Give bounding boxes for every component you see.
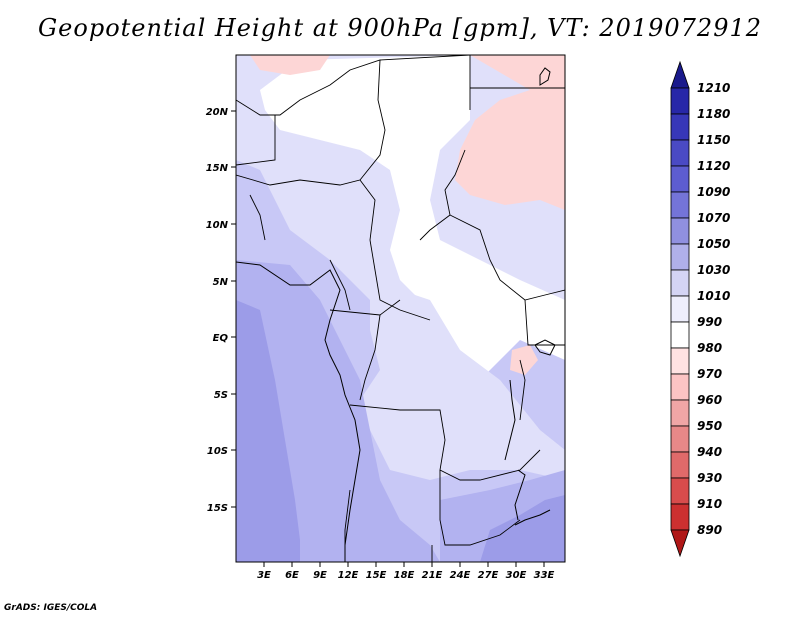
map-frame — [235, 54, 566, 563]
colorbar-segment — [670, 113, 690, 141]
colorbar-label: 1210 — [697, 81, 730, 95]
colorbar-segment — [670, 269, 690, 297]
colorbar-segment — [670, 373, 690, 401]
field-pink-northwest — [250, 55, 330, 75]
colorbar-segment — [670, 425, 690, 453]
colorbar-label: 1030 — [697, 263, 730, 277]
colorbar-label: 990 — [697, 315, 722, 329]
lon-tick-label: 24E — [450, 570, 471, 581]
lon-tick-label: 27E — [478, 570, 499, 581]
colorbar-label: 1120 — [697, 159, 730, 173]
colorbar-label: 890 — [697, 523, 722, 537]
lat-axis: 20N 15N 10N 5N EQ 5S 10S 15S — [206, 107, 236, 514]
colorbar-label: 930 — [697, 471, 722, 485]
colorbar-label: 910 — [697, 497, 722, 511]
lon-tick-label: 33E — [534, 570, 555, 581]
colorbar-segment — [670, 451, 690, 479]
lon-tick-label: 3E — [257, 570, 271, 581]
lon-tick-label: 12E — [338, 570, 359, 581]
colorbar-label: 1090 — [697, 185, 730, 199]
colorbar-segment — [670, 191, 690, 219]
map-panel — [236, 55, 565, 562]
lat-tick-label: 10N — [206, 220, 229, 231]
lon-tick-label: 6E — [285, 570, 299, 581]
colorbar-segment — [670, 399, 690, 427]
lon-tick-label: 30E — [506, 570, 527, 581]
lat-tick-label: 20N — [206, 107, 229, 118]
colorbar-segment — [670, 217, 690, 245]
lon-tick-label: 21E — [422, 570, 443, 581]
colorbar-label: 970 — [697, 367, 722, 381]
colorbar-segment — [670, 243, 690, 271]
colorbar-segment — [670, 295, 690, 323]
lon-tick-label: 9E — [313, 570, 327, 581]
lon-axis: 3E 6E 9E 12E 15E 18E 21E 24E 27E 30E 33E — [257, 562, 555, 581]
field-pink-northeast — [455, 55, 565, 210]
colorbar-segment — [670, 87, 690, 115]
credit-text: GrADS: IGES/COLA — [4, 603, 98, 613]
colorbar-segment — [670, 165, 690, 193]
country-borders — [236, 55, 565, 562]
colorbar-segment — [670, 321, 690, 349]
lat-tick-label: EQ — [213, 333, 229, 344]
lat-tick-label: 15S — [207, 503, 228, 514]
colorbar-segment — [670, 139, 690, 167]
colorbar-label: 1010 — [697, 289, 730, 303]
colorbar-top-arrow — [670, 60, 690, 89]
colorbar-label: 940 — [697, 445, 722, 459]
lon-tick-label: 18E — [394, 570, 415, 581]
colorbar-label: 960 — [697, 393, 722, 407]
field-deep-southwest — [236, 300, 300, 562]
colorbar-label: 1180 — [697, 107, 730, 121]
lat-tick-label: 5N — [213, 277, 229, 288]
colorbar-label: 1050 — [697, 237, 730, 251]
field-deep-southeast — [480, 495, 565, 562]
colorbar-segment — [670, 477, 690, 505]
colorbar-segment — [670, 347, 690, 375]
coastlines — [236, 67, 556, 562]
colorbar-label: 980 — [697, 341, 722, 355]
field-pink-lakes — [510, 345, 538, 375]
colorbar-label: 950 — [697, 419, 722, 433]
colorbar-bottom-arrow — [670, 529, 690, 558]
lat-tick-label: 15N — [206, 163, 229, 174]
field-pale-central — [360, 290, 565, 480]
colorbar: 1210 1180 1150 1120 1090 1070 1050 1030 … — [670, 60, 730, 558]
field-white-north — [260, 55, 565, 380]
colorbar-label: 1150 — [697, 133, 730, 147]
map-title: Geopotential Height at 900hPa [gpm], VT:… — [38, 14, 762, 42]
colorbar-segment — [670, 503, 690, 531]
lat-tick-label: 5S — [214, 390, 228, 401]
lat-tick-label: 10S — [207, 446, 228, 457]
colorbar-label: 1070 — [697, 211, 730, 225]
lon-tick-label: 15E — [366, 570, 387, 581]
